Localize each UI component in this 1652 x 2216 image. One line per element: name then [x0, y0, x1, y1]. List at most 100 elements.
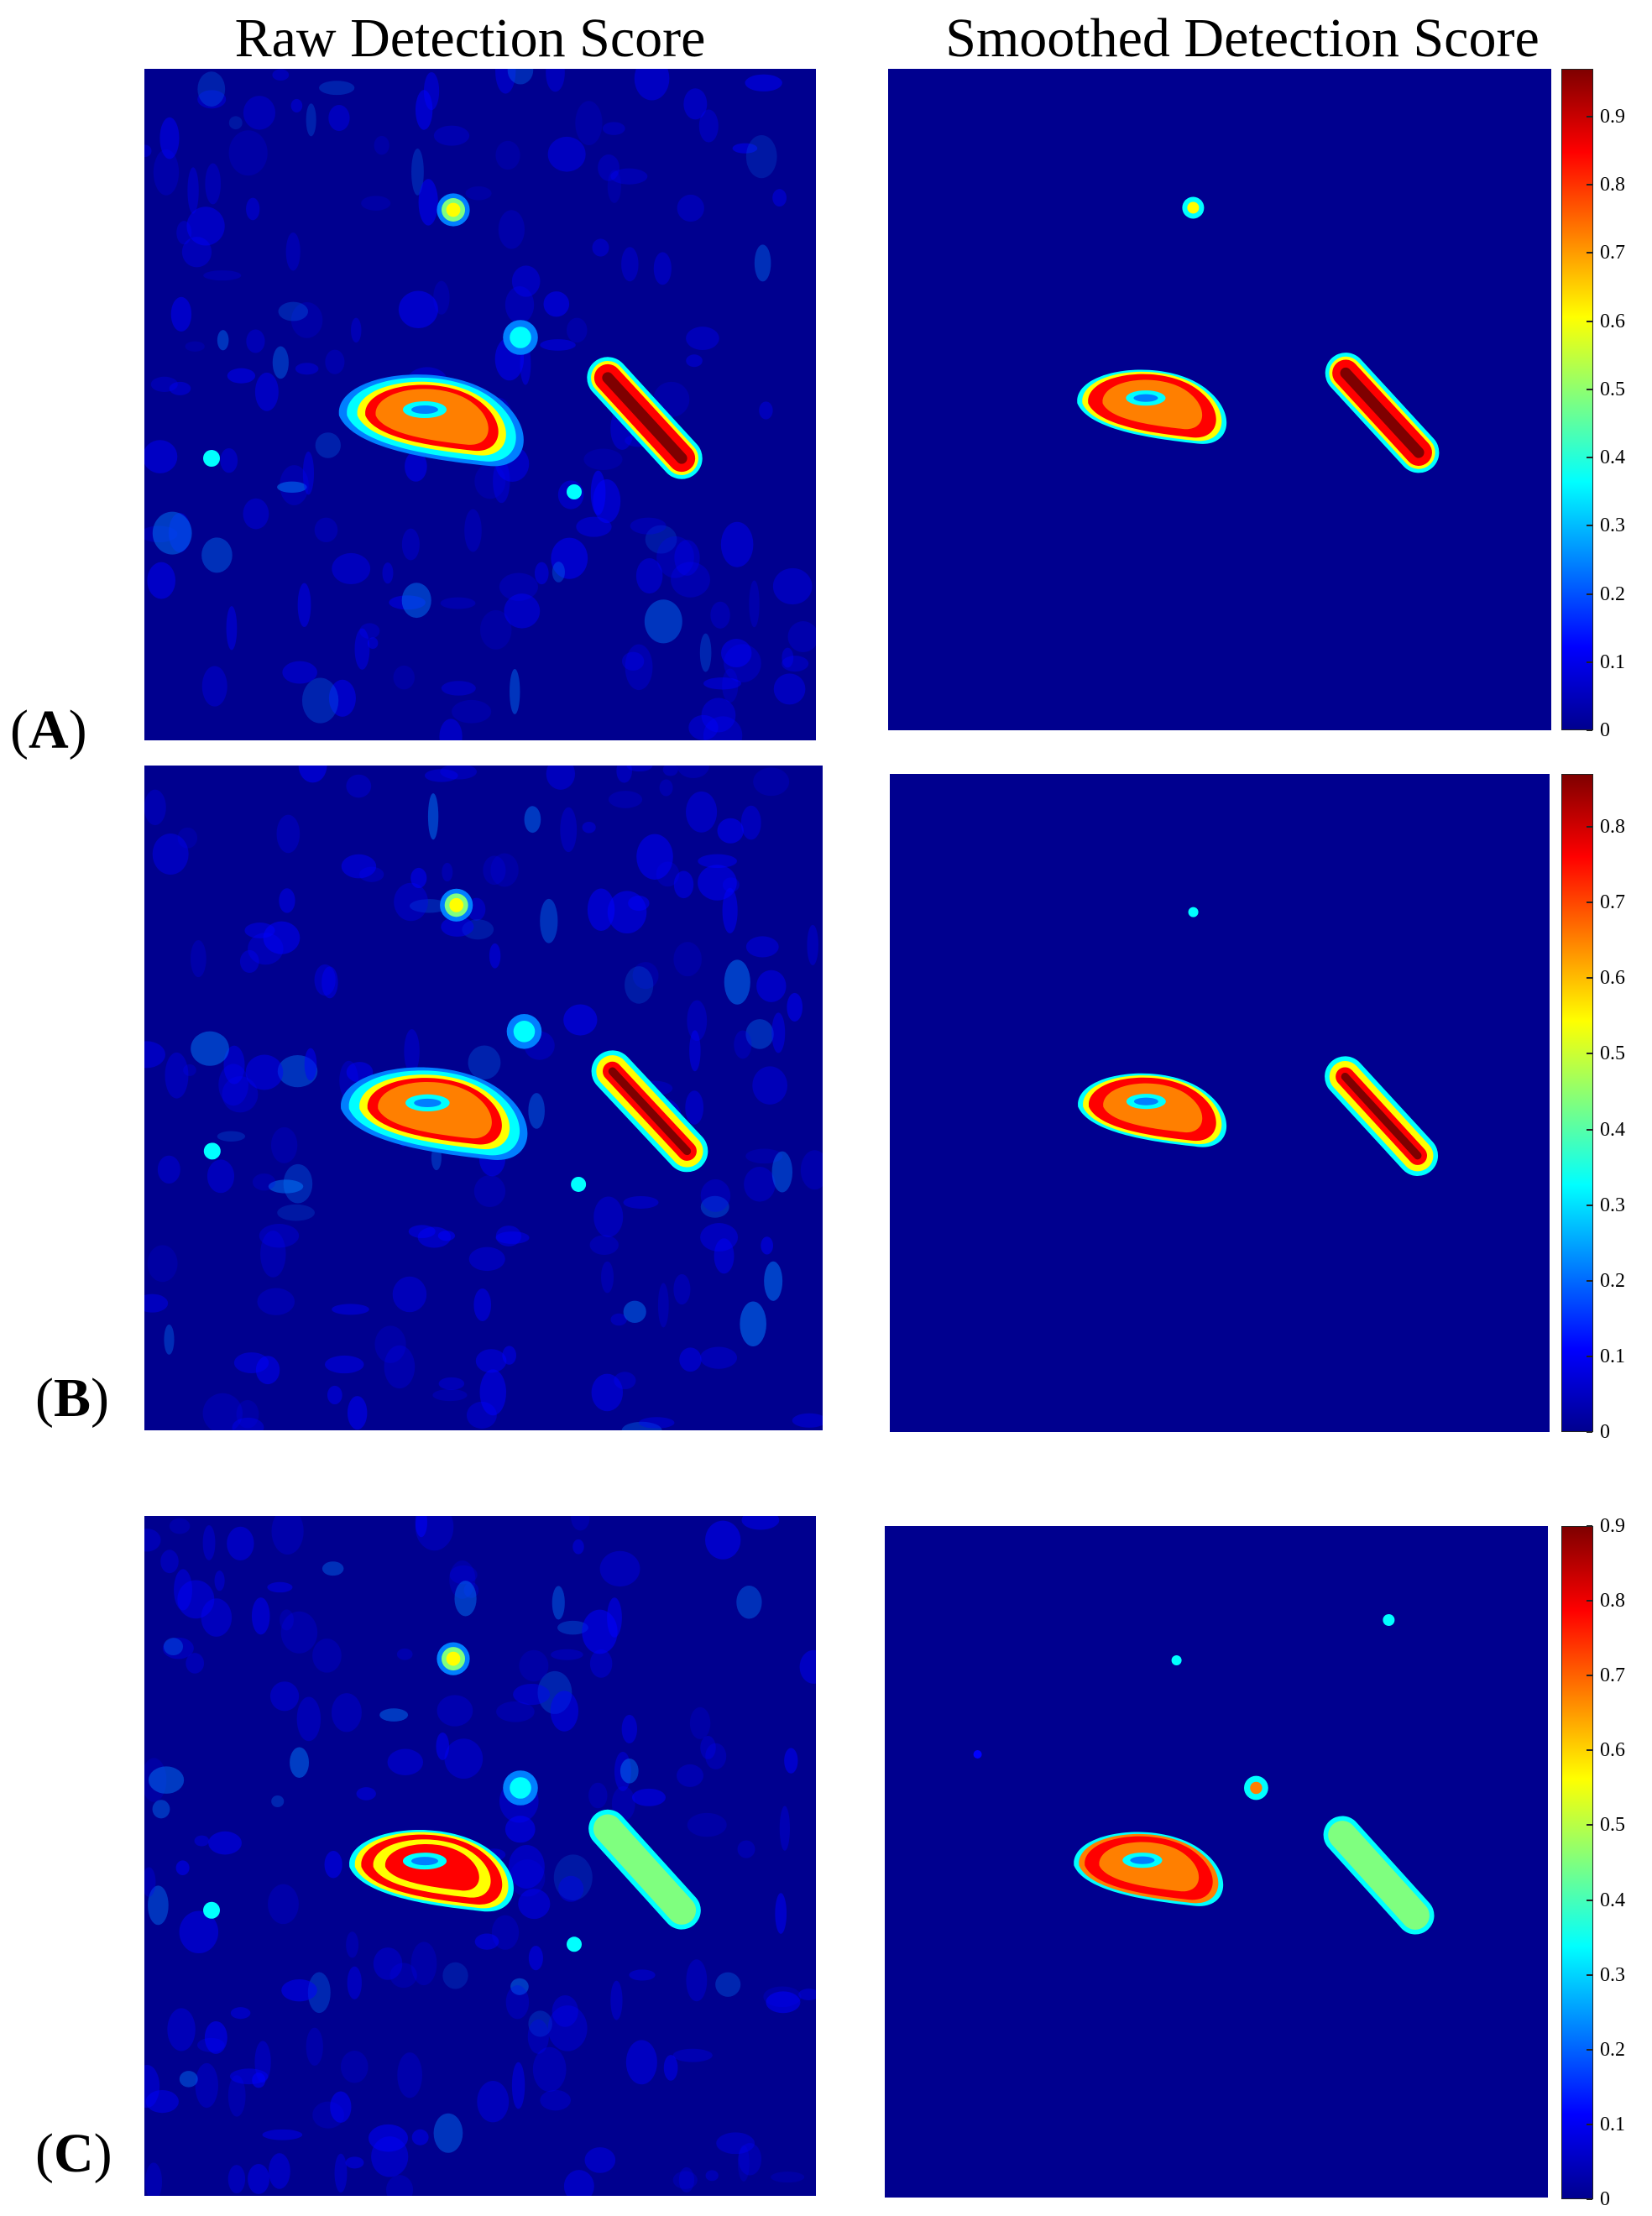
panel-label-close-paren: )	[68, 699, 87, 760]
colorbar-tick-mark	[1587, 902, 1592, 904]
panel-label-b: (B)	[35, 1367, 109, 1430]
colorbar-tick-mark	[1587, 1431, 1592, 1433]
panel-label-letter: A	[28, 699, 69, 760]
heatmap-svg	[890, 774, 1550, 1432]
panel-label-a: (A)	[10, 698, 87, 762]
colorbar-tick-label: 0	[1600, 719, 1610, 741]
heatmap-background	[890, 774, 1550, 1432]
heatmap-b-raw	[144, 766, 823, 1430]
colorbar-b	[1561, 774, 1593, 1432]
detection-region-right	[1323, 1816, 1435, 1935]
heatmap-a-smoothed	[888, 69, 1551, 730]
detection-region-left	[1078, 1073, 1227, 1147]
colorbar-tick-label: 0.9	[1600, 1515, 1625, 1537]
heatmap-c-raw	[144, 1516, 816, 2196]
raw-column-title: Raw Detection Score	[234, 8, 706, 69]
colorbar-tick-label: 0.7	[1600, 891, 1625, 914]
colorbar-tick-label: 0.6	[1600, 967, 1625, 990]
panel-label-close-paren: )	[93, 2123, 112, 2184]
smoothed-column-title: Smoothed Detection Score	[945, 8, 1540, 69]
panel-label-open-paren: (	[10, 699, 29, 760]
colorbar-tick-mark	[1587, 252, 1592, 254]
colorbar-tick-label: 0.3	[1600, 515, 1625, 537]
heatmap-svg	[144, 766, 823, 1430]
background-speckles	[144, 69, 816, 740]
colorbar-tick-label: 0.2	[1600, 1269, 1625, 1292]
colorbar-tick-label: 0.8	[1600, 816, 1625, 839]
colorbar-tick-label: 0	[1600, 1421, 1610, 1443]
colorbar-tick-mark	[1587, 977, 1592, 980]
colorbar-a	[1561, 69, 1593, 730]
colorbar-tick-label: 0.3	[1600, 1963, 1625, 1986]
heatmap-svg	[144, 69, 816, 740]
hotspot-top	[437, 1642, 470, 1675]
colorbar-tick-mark	[1587, 661, 1592, 663]
colorbar-tick-mark	[1587, 1824, 1592, 1827]
colorbar-tick-mark	[1587, 1973, 1592, 1976]
colorbar-tick-label: 0.7	[1600, 242, 1625, 264]
heatmap-b-smoothed	[890, 774, 1550, 1432]
colorbar-tick-label: 0.8	[1600, 174, 1625, 196]
colorbar-tick-label: 0.2	[1600, 583, 1625, 605]
colorbar-tick-mark	[1587, 2198, 1592, 2200]
heatmap-svg	[888, 69, 1551, 730]
hotspot-middle	[503, 1770, 538, 1806]
colorbar-tick-mark	[1587, 1053, 1592, 1055]
colorbar-tick-label: 0.6	[1600, 1739, 1625, 1762]
heatmap-c-smoothed	[885, 1526, 1548, 2198]
colorbar-tick-mark	[1587, 2048, 1592, 2051]
colorbar-tick-mark	[1587, 1600, 1592, 1602]
panel-label-letter: C	[53, 2123, 94, 2184]
colorbar-tick-mark	[1587, 1279, 1592, 1282]
hotspot-top-right	[1383, 1614, 1395, 1626]
colorbar-tick-label: 0.7	[1600, 1665, 1625, 1687]
heatmap-background	[885, 1526, 1548, 2198]
heatmap-a-raw	[144, 69, 816, 740]
colorbar-tick-label: 0.1	[1600, 2113, 1625, 2135]
colorbar-tick-mark	[1587, 1525, 1592, 1527]
background-speckles	[144, 1516, 816, 2196]
colorbar-tick-mark	[1587, 1355, 1592, 1357]
detection-region-right	[588, 1809, 701, 1930]
panel-label-open-paren: (	[35, 2123, 54, 2184]
hotspot-middle	[503, 320, 538, 355]
colorbar-c	[1561, 1526, 1593, 2199]
detection-region-right	[1325, 353, 1440, 473]
heatmap-svg	[885, 1526, 1548, 2198]
colorbar-tick-mark	[1587, 1749, 1592, 1752]
colorbar-tick-label: 0.4	[1600, 447, 1625, 469]
detection-region-right	[591, 1050, 708, 1173]
colorbar-tick-label: 0.5	[1600, 1043, 1625, 1065]
colorbar-tick-mark	[1587, 729, 1592, 731]
colorbar-tick-mark	[1587, 320, 1592, 322]
colorbar-tick-mark	[1587, 115, 1592, 118]
panel-label-close-paren: )	[91, 1367, 109, 1429]
colorbar-tick-mark	[1587, 184, 1592, 186]
hotspot-left	[203, 450, 220, 467]
colorbar-tick-label: 0.1	[1600, 1345, 1625, 1367]
hotspot-middle	[506, 1014, 542, 1049]
hotspot-top	[440, 888, 473, 922]
hotspot-lower	[567, 1936, 582, 1952]
hotspot-left	[203, 1901, 220, 1919]
hotspot-top	[1171, 1655, 1182, 1665]
colorbar-tick-mark	[1587, 1204, 1592, 1206]
colorbar-tick-label: 0.1	[1600, 651, 1625, 673]
detection-region-left	[338, 374, 524, 467]
hotspot-top	[437, 193, 470, 227]
detection-region-right	[1325, 1056, 1439, 1176]
detection-region-left	[1077, 369, 1227, 444]
colorbar-tick-mark	[1587, 593, 1592, 595]
colorbar-tick-label: 0.8	[1600, 1590, 1625, 1612]
colorbar-tick-label: 0.9	[1600, 105, 1625, 128]
detection-region-left	[1074, 1832, 1224, 1906]
detection-region-left	[341, 1067, 528, 1160]
panel-label-open-paren: (	[35, 1367, 54, 1429]
colorbar-tick-mark	[1587, 1128, 1592, 1131]
background-speckles	[144, 766, 823, 1430]
hotspot-left	[203, 1142, 221, 1160]
detection-region-left	[349, 1830, 514, 1912]
hotspot-left	[973, 1750, 982, 1759]
detection-region-right	[587, 357, 703, 479]
heatmap-svg	[144, 1516, 816, 2196]
